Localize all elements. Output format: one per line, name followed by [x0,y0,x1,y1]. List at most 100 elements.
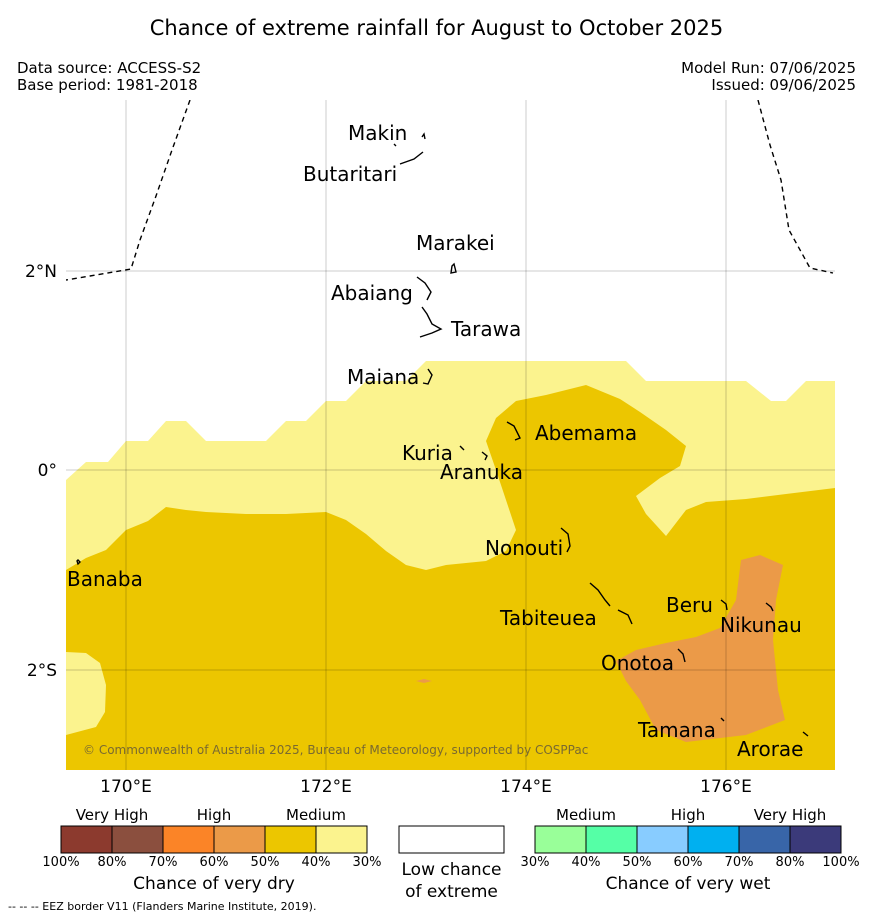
island-labels: Makin Butaritari Marakei Abaiang Tarawa … [67,121,803,761]
label-onotoa: Onotoa [601,651,674,675]
region-dry-30-40-banaba [66,652,106,735]
dry-group-very-high: Very High [75,806,149,824]
lon-label-170e: 170°E [100,777,152,797]
dry-tick: 40% [301,855,331,870]
dry-tick: 70% [148,855,178,870]
label-abaiang: Abaiang [331,281,413,305]
graticule [66,100,835,770]
label-kuria: Kuria [402,441,453,465]
wet-swatch-4 [739,826,790,853]
label-tabiteuea: Tabiteuea [499,606,597,630]
eez-footnote: -- -- -- EEZ border V11 (Flanders Marine… [8,900,317,913]
meta-right: Model Run: 07/06/2025 Issued: 09/06/2025 [681,60,856,94]
label-abemama: Abemama [535,421,637,445]
tamana-island [720,717,725,722]
nonouti-island [560,527,571,553]
region-dry-50-60 [616,555,785,742]
label-tamana: Tamana [637,718,716,742]
lat-label-2s: 2°S [27,661,57,681]
wet-tick: 100% [822,855,860,870]
tarawa-island [419,306,443,338]
label-butaritari: Butaritari [303,162,397,186]
lon-label-172e: 172°E [300,777,352,797]
dry-tick: 30% [352,855,382,870]
lon-label-176e: 176°E [700,777,752,797]
abemama-island [506,421,521,441]
meta-left: Data source: ACCESS-S2 Base period: 1981… [17,60,201,94]
dry-swatch-3 [214,826,265,853]
abaiang-island [416,276,432,301]
lat-label-2n: 2°N [25,262,57,282]
wet-swatch-0 [535,826,586,853]
dry-group-high: High [196,806,232,824]
dry-swatch-2 [163,826,214,853]
label-nikunau: Nikunau [720,613,802,637]
dry-caption: Chance of very dry [133,874,295,894]
low-chance-line2: of extreme [405,882,498,902]
issued-date: Issued: 09/06/2025 [711,76,856,94]
wet-colorbar [534,825,842,854]
wet-swatch-2 [637,826,688,853]
wet-tick: 60% [673,855,703,870]
label-aranuka: Aranuka [440,460,523,484]
wet-tick: 80% [775,855,805,870]
dry-tick: 100% [42,855,80,870]
wet-tick: 50% [622,855,652,870]
wet-group-high: High [670,806,706,824]
map-title: Chance of extreme rainfall for August to… [149,16,724,40]
label-nonouti: Nonouti [485,536,563,560]
beru-island [720,599,728,611]
eez-border [66,100,834,281]
low-chance-line1: Low chance [401,860,502,880]
label-marakei: Marakei [416,231,495,255]
low-chance-swatch [398,825,505,854]
label-maiana: Maiana [347,365,419,389]
dry-swatch-1 [112,826,163,853]
wet-tick: 30% [520,855,550,870]
label-tarawa: Tarawa [450,317,521,341]
butaritari-island [393,143,424,165]
marakei-island [450,262,457,274]
wet-swatch-5 [790,826,841,853]
maiana-island [422,368,433,385]
dry-tick: 50% [250,855,280,870]
label-makin: Makin [348,121,407,145]
onotoa-island [677,648,686,663]
dry-swatch-5 [316,826,367,853]
label-beru: Beru [666,593,713,617]
wet-group-very-high: Very High [753,806,827,824]
makin-island [421,132,426,140]
tabiteuea-island [589,582,633,625]
wet-swatch-3 [688,826,739,853]
banaba-island [76,559,81,566]
wet-caption: Chance of very wet [605,874,771,894]
wet-tick: 70% [724,855,754,870]
arorae-island [802,731,809,737]
aranuka-island [481,451,488,461]
dry-tick: 80% [97,855,127,870]
dry-swatch-0 [61,826,112,853]
model-run: Model Run: 07/06/2025 [681,59,856,77]
data-source: Data source: ACCESS-S2 [17,59,202,77]
dry-swatch-4 [265,826,316,853]
island-outlines [76,132,809,737]
lon-label-174e: 174°E [500,777,552,797]
low-chance-caption: Low chance of extreme [380,859,523,903]
wet-swatch-1 [586,826,637,853]
map-plot-area: Makin Butaritari Marakei Abaiang Tarawa … [66,100,835,770]
axis-labels: 2°N 0° 2°S 170°E 172°E 174°E 176°E [25,262,752,797]
dry-colorbar [60,825,368,854]
label-arorae: Arorae [737,737,803,761]
copyright-notice: © Commonwealth of Australia 2025, Bureau… [83,743,588,757]
dry-group-medium: Medium [286,806,346,824]
wet-tick: 40% [571,855,601,870]
label-banaba: Banaba [67,567,143,591]
dry-tick: 60% [199,855,229,870]
wet-group-medium: Medium [556,806,616,824]
base-period: Base period: 1981-2018 [17,76,198,94]
region-dry-50-60-small [416,679,432,683]
nikunau-island [765,602,774,612]
lat-label-0: 0° [38,461,57,481]
kuria-island [459,445,465,451]
